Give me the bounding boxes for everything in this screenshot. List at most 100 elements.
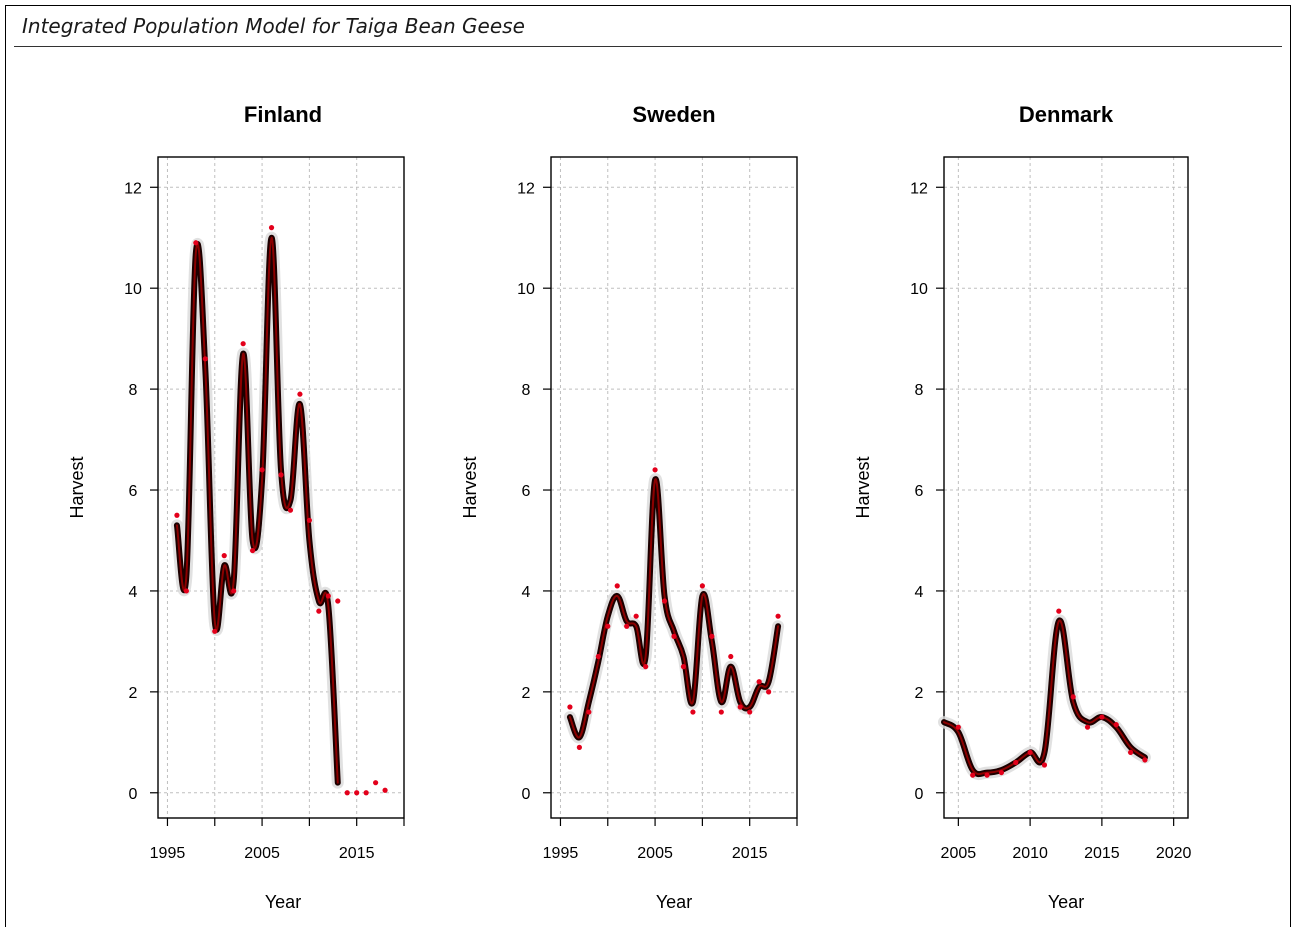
observed-point [363,790,369,796]
observed-point [1084,724,1091,730]
observed-point [259,467,265,473]
observed-point [325,593,331,599]
y-tick-label: 10 [124,281,142,298]
observed-point [183,588,189,594]
observed-point [737,704,743,710]
y-tick-label: 2 [915,685,924,702]
observed-point [756,679,762,685]
chart-title: Denmark [1019,102,1114,127]
fitted-line-core [568,478,780,739]
plot-border [943,156,1189,819]
y-tick-label: 12 [124,180,142,197]
observed-point [287,507,294,513]
y-tick-label: 6 [915,483,924,500]
x-tick-label: 1995 [543,845,579,862]
x-axis-label: Year [265,892,301,912]
observed-point [1056,608,1062,614]
x-tick-label: 2005 [941,845,977,862]
chart-title: Finland [244,102,322,127]
observed-point [633,613,639,619]
y-tick-label: 8 [522,382,531,399]
observed-point [382,787,388,793]
y-tick-label: 4 [522,584,531,601]
observed-point [1099,714,1105,720]
observed-point [193,240,199,246]
page-title: Integrated Population Model for Taiga Be… [22,14,525,38]
observed-point [1142,757,1148,763]
observed-point [278,472,284,478]
observed-point [174,512,180,518]
observed-point [1041,762,1048,768]
y-axis-label: Harvest [460,456,480,518]
x-tick-label: 2020 [1156,845,1192,862]
x-tick-label: 2015 [339,845,375,862]
fitted-line-core [175,236,339,784]
x-tick-label: 2015 [1084,845,1120,862]
observed-point [766,689,772,695]
y-axis-label: Harvest [853,456,873,518]
observed-point [624,623,630,629]
title-divider [14,46,1282,47]
observed-point [212,628,218,634]
observed-point [709,633,715,639]
chart-title: Sweden [632,102,715,127]
y-tick-label: 6 [522,483,531,500]
fitted-band [563,473,785,744]
figure-frame [5,5,1291,927]
y-tick-label: 2 [522,685,531,702]
observed-point [202,356,208,362]
chart-panel-finland: 1995 2005 2015 0 2 4 6 8 10 12 Finland Year Harvest [67,102,405,912]
observed-point [1013,759,1019,766]
observed-point [718,709,724,715]
observed-point [728,653,734,660]
observed-point [1127,749,1134,756]
chart-panel-denmark: 2005 2010 2015 2020 0 2 4 6 8 10 12 Denmark Year Harv… [853,102,1192,912]
observed-point [614,583,620,589]
plot-border [157,156,405,819]
x-tick-label: 2010 [1012,845,1048,862]
y-tick-label: 12 [517,180,535,197]
observed-point [373,780,379,786]
fitted-line [173,234,341,786]
observed-point [747,709,753,715]
observed-point [250,547,256,554]
observed-point [984,772,990,778]
x-axis-label: Year [1048,892,1084,912]
observed-point [970,772,976,778]
observed-point [306,517,312,523]
chart-panel-sweden: 1995 2005 2015 0 2 4 6 8 10 12 Sweden Year Harvest [460,102,798,912]
y-tick-label: 10 [517,281,535,298]
x-tick-label: 2005 [244,845,280,862]
observed-point [998,769,1005,776]
observed-point [297,391,303,397]
observed-point [335,598,341,604]
y-tick-label: 0 [915,786,924,803]
observed-point [1113,722,1119,728]
observed-point [268,225,275,231]
observed-point [595,653,601,660]
y-tick-label: 10 [910,281,928,298]
fitted-line-core [943,619,1146,776]
observed-point [671,633,677,639]
y-tick-label: 0 [129,786,138,803]
x-axis-label: Year [656,892,692,912]
observed-point [775,613,781,619]
observed-point [605,623,611,629]
y-tick-label: 4 [915,584,924,601]
observed-point [221,553,227,559]
observed-point [680,664,687,670]
fitted-line [566,476,782,741]
plot-border [550,156,798,819]
observed-point [1027,749,1033,756]
observed-point [576,744,582,750]
y-tick-label: 6 [129,483,138,500]
observed-point [240,341,246,347]
observed-point [690,709,696,715]
y-tick-label: 8 [129,382,138,399]
observed-point [354,790,360,796]
observed-point [643,664,649,670]
observed-point [231,588,237,594]
observed-point [661,598,668,604]
observed-point [316,608,322,614]
